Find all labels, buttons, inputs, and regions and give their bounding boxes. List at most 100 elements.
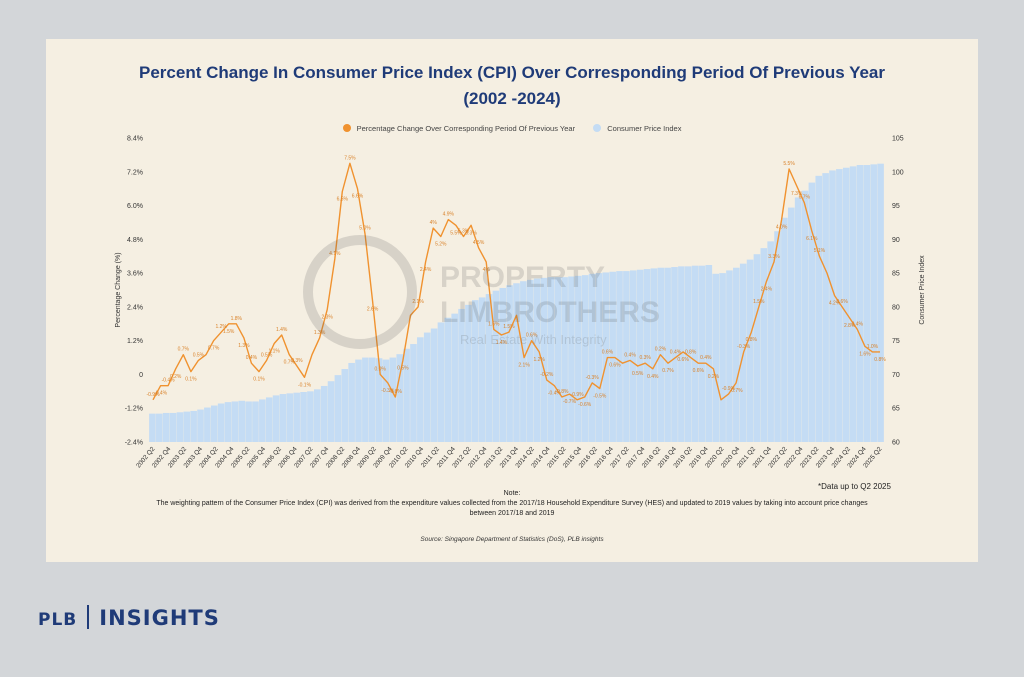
legend-item-bar[interactable]: Consumer Price Index xyxy=(593,124,681,133)
line-data-label: 4.0% xyxy=(776,225,788,231)
cpi-bar xyxy=(320,385,328,442)
line-data-label: 2.1% xyxy=(412,299,424,305)
cpi-bar xyxy=(513,283,520,442)
y-right-tick-label: 85 xyxy=(892,271,900,278)
cpi-bar xyxy=(506,285,513,442)
cpi-bar xyxy=(760,248,768,442)
cpi-bar xyxy=(650,268,658,442)
cpi-bar xyxy=(753,254,761,442)
cpi-bar xyxy=(698,265,706,442)
cpi-bar xyxy=(279,394,287,442)
logo-insights: INSIGHTS xyxy=(99,606,220,630)
y-right-tick-label: 75 xyxy=(892,338,900,345)
line-data-label: 2.4% xyxy=(852,321,864,327)
line-data-label: 5.1% xyxy=(814,248,826,254)
line-data-label: 0.3% xyxy=(291,358,303,364)
cpi-bar xyxy=(245,401,252,442)
line-data-label: 0.5% xyxy=(397,365,409,371)
cpi-bar xyxy=(781,217,788,442)
cpi-bar xyxy=(272,395,280,442)
cpi-bar xyxy=(575,275,582,442)
cpi-bar xyxy=(224,402,232,442)
y-right-tick-label: 60 xyxy=(892,440,900,447)
cpi-bar xyxy=(533,278,541,442)
line-data-label: -0.4% xyxy=(162,378,176,384)
line-data-label: 1.5% xyxy=(223,329,235,335)
line-data-label: -0.4% xyxy=(154,391,168,397)
line-data-label: 4.1% xyxy=(329,251,341,257)
chart-plot: 8.4% 7.2% 6.0% 4.8% 3.6% 2.4% 1.2% 0 -1.2% -2.4% 1… xyxy=(115,136,926,470)
cpi-bar xyxy=(520,281,527,442)
line-data-label: 4.9% xyxy=(443,212,455,218)
line-data-label: 6.6% xyxy=(352,194,364,200)
legend-item-line[interactable]: Percentage Change Over Corresponding Per… xyxy=(342,124,578,133)
cpi-bar xyxy=(389,357,397,442)
cpi-bar xyxy=(293,392,300,442)
cpi-bar xyxy=(863,165,871,442)
cpi-bar xyxy=(382,359,390,442)
cpi-bar xyxy=(334,375,342,442)
line-data-label: 1.4% xyxy=(276,327,288,333)
cpi-bar xyxy=(183,411,191,442)
cpi-bar xyxy=(616,271,623,442)
cpi-bar xyxy=(719,273,726,442)
cpi-bar xyxy=(437,322,445,442)
y-left-tick-label: -2.4% xyxy=(125,440,143,447)
line-data-label: 0.4% xyxy=(670,350,682,356)
percentage-change-line xyxy=(152,162,880,401)
cpi-bar xyxy=(472,300,479,442)
line-data-label: 1.2% xyxy=(533,357,545,363)
line-data-label: 6.1% xyxy=(806,236,818,242)
line-data-label: 0.8% xyxy=(685,350,697,356)
line-data-label: 0.5% xyxy=(261,352,273,358)
line-data-label: 2.8% xyxy=(844,323,856,329)
y-left-tick-label: -1.2% xyxy=(125,406,143,413)
cpi-bar xyxy=(375,358,383,442)
cpi-bar xyxy=(877,163,884,443)
y-left-tick-label: 0 xyxy=(139,372,143,379)
cpi-bar xyxy=(691,265,699,442)
cpi-bar xyxy=(355,359,362,442)
cpi-bar xyxy=(733,267,740,442)
y-right-tick-label: 100 xyxy=(892,169,904,176)
cpi-bar xyxy=(423,332,431,442)
line-data-label: 5.0% xyxy=(359,226,371,232)
cpi-bar xyxy=(492,290,500,442)
line-data-label: 3.3% xyxy=(768,254,780,260)
line-data-label: 4% xyxy=(430,220,438,226)
cpi-bar xyxy=(636,269,644,442)
cpi-bar xyxy=(712,273,719,442)
y-right-tick-label: 70 xyxy=(892,372,900,379)
cpi-bar xyxy=(403,348,410,442)
cpi-bar xyxy=(870,164,877,442)
line-data-label: 0.7% xyxy=(208,346,220,352)
cpi-bar xyxy=(217,403,225,442)
line-data-label: -0.3% xyxy=(586,375,600,381)
cpi-bar xyxy=(554,277,561,442)
plb-insights-logo: PLB INSIGHTS xyxy=(38,605,220,630)
line-data-label: 1.3% xyxy=(314,330,326,336)
cpi-bar xyxy=(842,167,850,442)
note-text-2: between 2017/18 and 2019 xyxy=(469,510,555,517)
line-data-label: 2.4% xyxy=(420,267,432,273)
line-data-label: 5.5% xyxy=(450,230,462,236)
line-data-label: 0.2% xyxy=(170,374,182,380)
cpi-bar xyxy=(609,271,616,442)
line-data-label: 2.4% xyxy=(761,287,773,293)
line-data-label: 4.2% xyxy=(829,301,841,307)
cpi-bar xyxy=(259,399,266,442)
y-right-tick-label: 65 xyxy=(892,406,900,413)
line-data-label: 1.3% xyxy=(238,343,250,349)
line-data-label: 6.7% xyxy=(799,195,811,201)
chart-title-line1: Percent Change In Consumer Price Index (… xyxy=(139,63,885,82)
cpi-bar xyxy=(629,270,637,442)
y-right-tick-label: 105 xyxy=(892,136,904,143)
line-data-label: 0.4% xyxy=(700,355,712,361)
cpi-bar xyxy=(430,328,438,442)
y-left-tick-label: 1.2% xyxy=(127,338,143,345)
line-data-label: 0.6% xyxy=(693,368,705,374)
line-data-label: 0.4% xyxy=(624,352,636,358)
y-left-tick-label: 2.4% xyxy=(127,304,143,311)
cpi-bar xyxy=(856,165,864,442)
cpi-bar xyxy=(526,279,534,442)
